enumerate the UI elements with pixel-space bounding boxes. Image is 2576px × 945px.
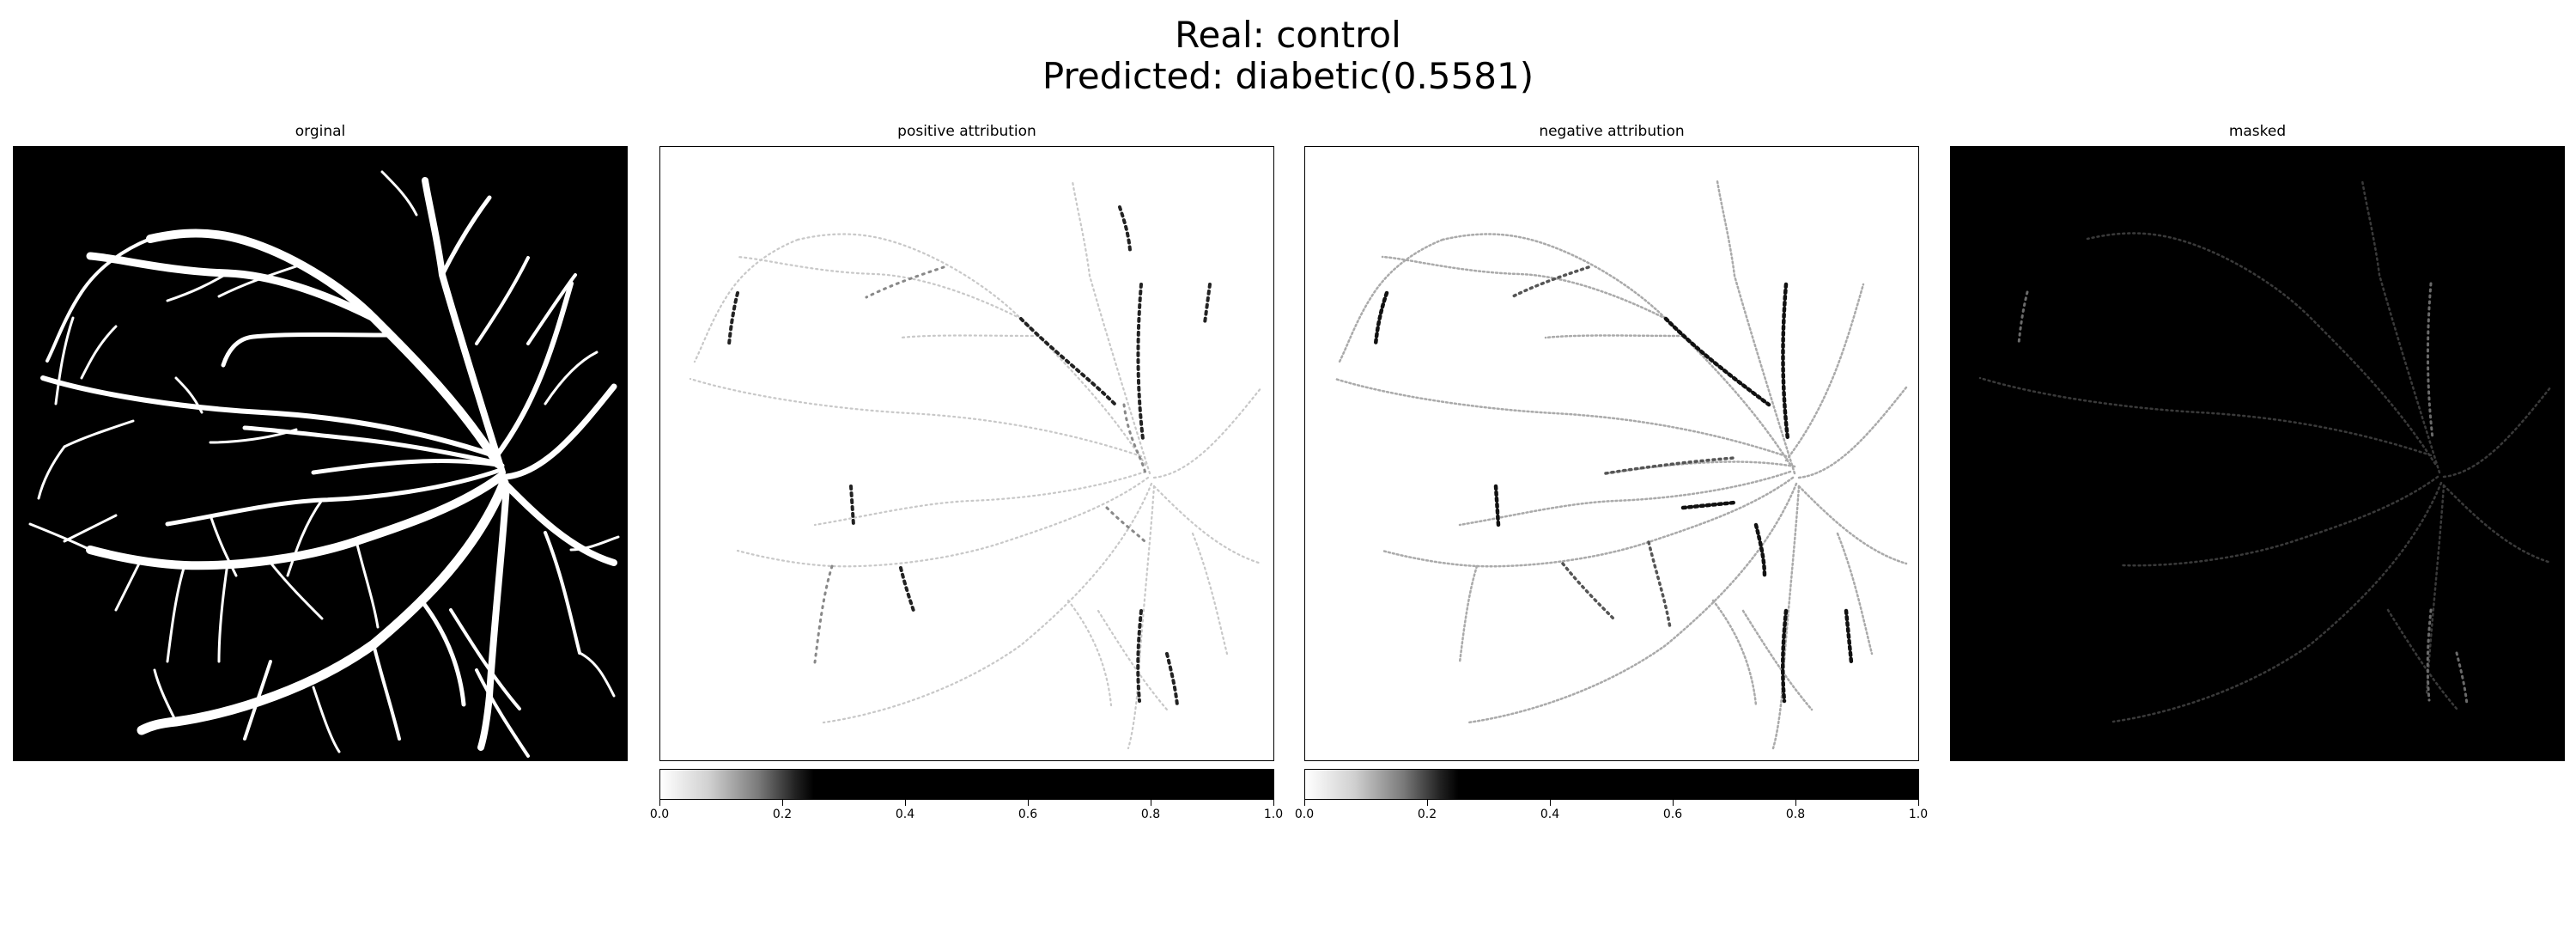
figure-title-predicted: Predicted: diabetic(0.5581) [1042,55,1534,97]
colorbar1-tick-label: 0.4 [895,808,915,821]
colorbar2-tick-label: 1.0 [1908,808,1929,821]
colorbar1-tick-label: 0.6 [1018,808,1038,821]
negative-attribution-map [1304,146,1919,761]
masked-image [1950,146,2565,761]
panel-title-positive-attribution: positive attribution [897,123,1036,140]
positive-attribution-colorbar [659,769,1274,800]
negative-attribution-heatmap [1334,180,1908,750]
panel-title-original: orginal [295,123,346,140]
colorbar2-tick-label: 0.8 [1785,808,1806,821]
original-image [13,146,628,761]
panel-title-masked: masked [2228,123,2287,140]
masked-vessel-overlay [1978,179,2553,723]
colorbar2-tick-label: 0.4 [1540,808,1560,821]
colorbar2-tick-label: 0.6 [1662,808,1683,821]
colorbar1-tick-label: 0.8 [1140,808,1161,821]
colorbar2-tick-label: 0.2 [1417,808,1437,821]
colorbar1-tick-label: 1.0 [1263,808,1284,821]
colorbar1-tick-label: 0.2 [772,808,793,821]
positive-attribution-map [659,146,1274,761]
negative-attribution-colorbar [1304,769,1919,800]
panel-title-negative-attribution: negative attribution [1539,123,1685,140]
colorbar1-tick-label: 0.0 [649,808,670,821]
colorbar2-tick-label: 0.0 [1294,808,1315,821]
positive-attribution-heatmap [689,180,1263,750]
vessel-tree-original [28,170,620,758]
figure-title-real: Real: control [1175,14,1401,56]
